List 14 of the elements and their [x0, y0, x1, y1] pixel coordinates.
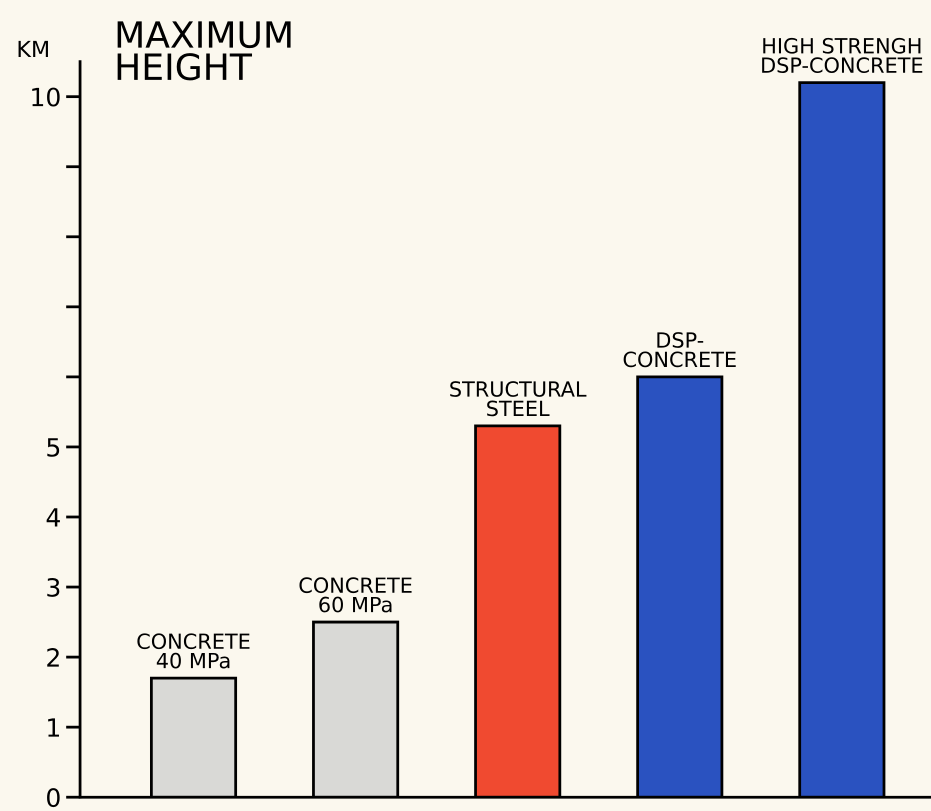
- x-tick-label: DSP- CONCRETE: [624, 332, 736, 368]
- y-tick-label: 5: [47, 438, 60, 457]
- x-tick-label: CONCRETE 60 MPa: [299, 577, 412, 612]
- y-tick-label: 0: [47, 788, 60, 808]
- y-tick-label: 10: [32, 88, 60, 107]
- y-axis-title: KM: [18, 40, 48, 58]
- y-tick-label: 3: [47, 578, 60, 597]
- x-tick-label: HIGH STRENGH DSP-CONCRETE: [762, 38, 922, 74]
- chart-title: MAXIMUM HEIGHT: [118, 21, 291, 80]
- x-tick-label: CONCRETE 40 MPa: [137, 633, 250, 668]
- y-tick-label: 4: [46, 508, 60, 526]
- y-tick-label: 2: [47, 648, 59, 667]
- x-tick-label: STRUCTURAL STEEL: [450, 381, 586, 416]
- y-tick-label: 1: [48, 718, 60, 737]
